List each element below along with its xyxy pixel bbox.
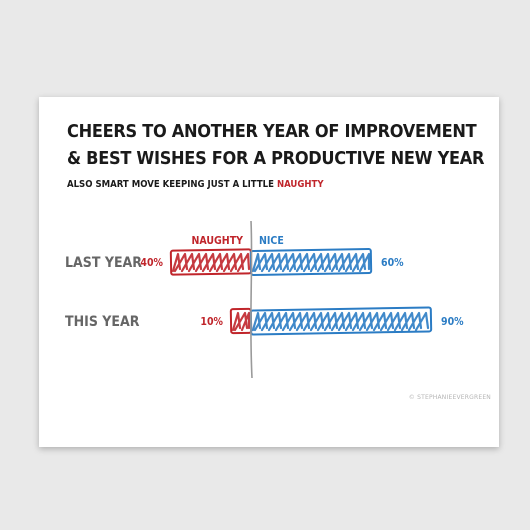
bar-naughty-last-year-scribble [171, 252, 251, 273]
subtitle-text: ALSO SMART MOVE KEEPING JUST A LITTLE [67, 179, 277, 190]
bar-nice-this-year-scribble [251, 311, 430, 332]
value-label-naughty-last-year: 40% [140, 257, 163, 269]
value-label-nice-last-year: 60% [381, 257, 404, 269]
center-divider-line [250, 220, 253, 379]
bar-nice-this-year [249, 306, 433, 336]
bar-nice-last-year-scribble [251, 252, 371, 273]
bar-naughty-this-year-scribble [231, 311, 251, 332]
title-line-2: & BEST WISHES FOR A PRODUCTIVE NEW YEAR [67, 148, 485, 169]
row-label-this-year: THIS YEAR [65, 314, 140, 330]
value-label-naughty-this-year: 10% [200, 316, 223, 328]
legend-naughty: NAUGHTY [191, 235, 243, 247]
subtitle-highlight: NAUGHTY [276, 179, 324, 190]
title-line-1: CHEERS TO ANOTHER YEAR OF IMPROVEMENT [67, 121, 477, 142]
row-label-last-year: LAST YEAR [65, 255, 142, 271]
credit-text: © STEPHANIEEVERGREEN [408, 394, 491, 401]
value-label-nice-this-year: 90% [441, 316, 464, 328]
legend-nice: NICE [259, 235, 284, 247]
subtitle: ALSO SMART MOVE KEEPING JUST A LITTLE NA… [67, 179, 324, 190]
postcard: CHEERS TO ANOTHER YEAR OF IMPROVEMENT & … [39, 97, 499, 447]
